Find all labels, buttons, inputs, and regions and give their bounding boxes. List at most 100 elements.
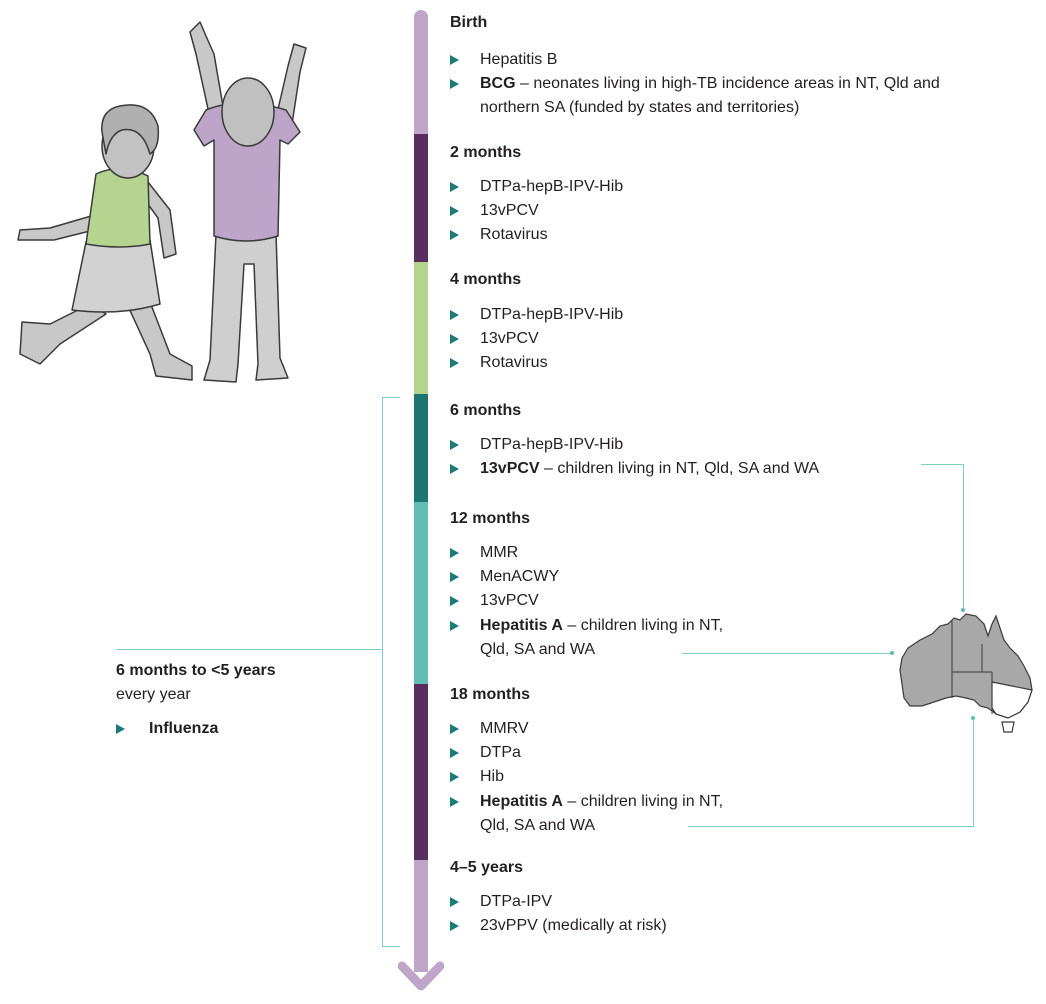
list-item: DTPa-hepB-IPV-Hib [450, 175, 850, 199]
vaccine-text: DTPa-hepB-IPV-Hib [480, 306, 624, 323]
bullet-icon [116, 724, 125, 734]
timeline-arrow-icon [398, 961, 444, 991]
list-item: Hib [450, 765, 750, 789]
vaccine-text: DTPa-IPV [480, 893, 553, 910]
list-item: Hepatitis B [450, 48, 1010, 72]
list-item: MMR [450, 541, 750, 565]
stage-2-months-label: 2 months [450, 144, 522, 161]
bullet-icon [450, 464, 459, 474]
list-item: DTPa-IPV [450, 890, 770, 914]
child-left-leg-right [127, 301, 193, 381]
vaccine-bold: Influenza [149, 720, 219, 737]
vaccine-text: MenACWY [480, 568, 560, 585]
child-left-shirt [85, 167, 151, 248]
influenza-bracket-vertical [382, 397, 383, 947]
vaccine-bold: 13vPCV [480, 460, 540, 477]
stage-4-5-years-label: 4–5 years [450, 859, 523, 876]
list-item: BCG – neonates living in high-TB inciden… [450, 72, 1010, 120]
vaccine-text: – children living in NT, Qld, SA and WA [480, 617, 724, 658]
vaccine-text: 23vPPV (medically at risk) [480, 917, 667, 934]
bullet-icon [450, 358, 459, 368]
timeline-segment-18-months [414, 684, 428, 860]
stage-4-months-label: 4 months [450, 271, 522, 288]
influenza-frequency: every year [116, 686, 191, 703]
list-item: 13vPCV – children living in NT, Qld, SA … [450, 457, 910, 481]
list-item: Hepatitis A – children living in NT, Qld… [450, 790, 750, 838]
vaccine-bold: BCG [480, 75, 516, 92]
vaccine-text: Hepatitis B [480, 51, 558, 68]
bullet-icon [450, 572, 459, 582]
vaccine-text: Rotavirus [480, 354, 548, 371]
list-item: MMRV [450, 717, 750, 741]
influenza-bracket-bottom [382, 946, 400, 947]
timeline-segment-4-months [414, 262, 428, 394]
bullet-icon [450, 55, 459, 65]
list-item: Rotavirus [450, 351, 850, 375]
child-left-skirt [71, 237, 161, 313]
connector-dot [971, 716, 975, 720]
vaccine-bold: Hepatitis A [480, 617, 563, 634]
list-item: DTPa-hepB-IPV-Hib [450, 433, 910, 457]
map-borders [951, 620, 993, 714]
bullet-icon [450, 310, 459, 320]
list-item: 13vPCV [450, 327, 850, 351]
stage-6-months-label: 6 months [450, 402, 522, 419]
connector-hepa-18m-horizontal [688, 826, 974, 827]
bullet-icon [450, 182, 459, 192]
bullet-icon [450, 548, 459, 558]
vaccine-text: DTPa-hepB-IPV-Hib [480, 436, 624, 453]
child-right-head [221, 77, 275, 147]
vaccine-text: – neonates living in high-TB incidence a… [480, 75, 940, 116]
timeline-segment-12-months [414, 502, 428, 684]
connector-dot [961, 608, 965, 612]
vaccine-bold: Hepatitis A [480, 793, 563, 810]
timeline-segment-2-months [414, 134, 428, 262]
bullet-icon [450, 724, 459, 734]
bullet-icon [450, 897, 459, 907]
vaccine-text: MMR [480, 544, 519, 561]
stage-birth-label: Birth [450, 14, 488, 31]
list-item: 13vPCV [450, 589, 750, 613]
vaccine-text: DTPa-hepB-IPV-Hib [480, 178, 624, 195]
bullet-icon [450, 206, 459, 216]
bullet-icon [450, 748, 459, 758]
child-right-legs [203, 233, 289, 383]
bullet-icon [450, 440, 459, 450]
bullet-icon [450, 621, 459, 631]
connector-13vpcv-horizontal [921, 464, 964, 465]
list-item: 23vPPV (medically at risk) [450, 914, 770, 938]
list-item: Rotavirus [450, 223, 850, 247]
stage-18-months-label: 18 months [450, 686, 531, 703]
influenza-connector-line [116, 649, 382, 650]
connector-13vpcv-vertical [963, 464, 964, 610]
connector-hepa-12m [682, 653, 892, 654]
bullet-icon [450, 334, 459, 344]
vaccine-text: Rotavirus [480, 226, 548, 243]
vaccine-text: DTPa [480, 744, 521, 761]
influenza-bracket-top [382, 397, 400, 398]
list-item: 13vPCV [450, 199, 850, 223]
bullet-icon [450, 772, 459, 782]
bullet-icon [450, 79, 459, 89]
timeline-segment-6-months [414, 394, 428, 502]
connector-dot [890, 651, 894, 655]
bullet-icon [450, 596, 459, 606]
map-tasmania [1001, 721, 1015, 733]
vaccine-text: – children living in NT, Qld, SA and WA [480, 793, 724, 834]
list-item: MenACWY [450, 565, 750, 589]
timeline-segment-birth [414, 10, 428, 134]
list-item: DTPa [450, 741, 750, 765]
list-item: DTPa-hepB-IPV-Hib [450, 303, 850, 327]
bullet-icon [450, 921, 459, 931]
vaccine-text: – children living in NT, Qld, SA and WA [539, 460, 820, 477]
map-southeast-unfunded [991, 681, 1033, 719]
bullet-icon [450, 230, 459, 240]
children-illustration [17, 21, 307, 383]
vaccine-text: 13vPCV [480, 592, 539, 609]
child-right-arm-left [189, 21, 225, 119]
vaccine-text: MMRV [480, 720, 529, 737]
vaccine-text: 13vPCV [480, 330, 539, 347]
list-item: Hepatitis A – children living in NT, Qld… [450, 614, 750, 662]
timeline-segment-4-5-years [414, 860, 428, 972]
connector-hepa-18m-vertical [973, 718, 974, 827]
